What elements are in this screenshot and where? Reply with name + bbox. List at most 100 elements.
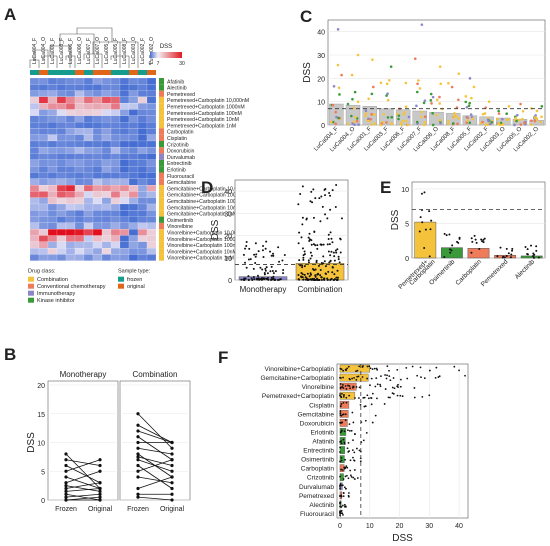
panel-d-point: [312, 216, 315, 219]
panel-b-point: [170, 492, 174, 496]
panel-d-point: [334, 249, 337, 252]
heatmap-cell: [38, 216, 49, 223]
panel-d-point: [310, 239, 313, 242]
heatmap-cell: [137, 166, 148, 173]
panel-c-point: [430, 102, 433, 105]
panel-d-point: [297, 203, 300, 206]
panel-c-point: [413, 57, 417, 60]
panel-b-pair-line: [65, 453, 101, 489]
panel-f-point: [339, 412, 342, 415]
panel-f-point: [401, 395, 404, 398]
panel-c-point: [367, 117, 370, 121]
heatmap-cell: [47, 216, 58, 223]
panel-f-ytick: Carboplatin: [301, 466, 335, 473]
heatmap-cell: [137, 77, 148, 85]
heatmap-cell: [119, 90, 130, 97]
panel-f-point: [358, 365, 361, 368]
panel-b-pair-line: [137, 476, 173, 489]
panel-f-point: [342, 478, 345, 480]
panel-d-point: [263, 271, 266, 274]
heatmap-cell: [83, 122, 94, 129]
panel-c-point: [385, 82, 389, 86]
panel-d-point: [336, 276, 339, 279]
panel-c-point: [468, 77, 472, 80]
panel-c-point: [423, 121, 427, 124]
panel-e-point: [533, 253, 536, 256]
heatmap-cell: [83, 185, 94, 192]
heatmap-cell: [56, 103, 67, 110]
panel-d-ytick: 40: [224, 189, 232, 196]
panel-d-point: [324, 272, 327, 275]
sample-type-cell: [84, 70, 93, 75]
heatmap-cell: [128, 178, 139, 186]
heatmap-cell: [110, 172, 121, 179]
drug-label: Alectinib: [167, 86, 187, 92]
panel-c-point: [515, 113, 519, 117]
panel-b-pair-line: [137, 496, 173, 501]
panel-b-xtick: Original: [160, 506, 185, 513]
heatmap-cell: [74, 254, 85, 261]
scale-tick-label: 0: [149, 61, 152, 67]
heatmap-cell: [56, 222, 67, 230]
sample-label: LuCa001_F: [50, 38, 56, 64]
panel-f-point: [342, 492, 345, 494]
heatmap-cell: [56, 134, 67, 142]
panel-d-point: [311, 201, 314, 204]
panel-label-e: E: [380, 178, 391, 197]
heatmap-cell: [101, 248, 112, 255]
panel-f-ytick: Gemcitabine+Carboplatin: [260, 375, 334, 382]
panel-d-point: [317, 264, 320, 267]
panel-f-point: [365, 431, 368, 434]
sample-label: LuCa006_O: [77, 37, 83, 64]
panel-d-point: [327, 238, 330, 241]
heatmap-cell: [128, 185, 139, 192]
scale-tick-label: 7: [157, 61, 160, 67]
heatmap-cell: [146, 140, 157, 148]
panel-d-point: [302, 256, 305, 259]
panel-e-point: [420, 192, 423, 195]
panel-f-point: [368, 365, 371, 368]
panel-c-ytick: 20: [317, 76, 325, 83]
panel-c-point: [431, 123, 435, 127]
panel-c-point: [469, 113, 473, 116]
heatmap-cell: [83, 248, 94, 255]
panel-f-point: [366, 377, 369, 380]
panel-e-point: [450, 249, 453, 252]
panel-d-point: [310, 243, 313, 246]
panel-d-point: [282, 272, 285, 275]
panel-f-point: [428, 394, 431, 397]
panel-f-point: [340, 459, 343, 462]
panel-f-point: [342, 495, 345, 497]
heatmap-cell: [128, 166, 139, 173]
heatmap-cell: [119, 191, 130, 198]
drug-class-cell: [159, 141, 164, 148]
panel-f-point: [399, 385, 402, 388]
panel-c-point: [340, 73, 343, 77]
panel-f-point: [340, 395, 342, 398]
heatmap-cell: [128, 241, 139, 249]
heatmap-cell: [119, 178, 130, 186]
panel-f-point: [343, 503, 346, 506]
panel-d-point: [306, 272, 309, 275]
heatmap-cell: [92, 90, 103, 97]
drug-class-cell: [159, 84, 164, 91]
panel-e-point: [457, 241, 460, 244]
panel-f-point: [349, 469, 352, 472]
panel-f-point: [358, 386, 361, 389]
panel-f-point: [348, 423, 351, 426]
panel-f-ytick: Vinorelbine+Carboplatin: [265, 366, 335, 373]
heatmap-cell: [74, 147, 85, 154]
panel-f-ytick: Crizotinib: [307, 475, 334, 482]
heatmap-cell: [110, 140, 121, 148]
panel-f-point: [339, 431, 342, 434]
drug-label: Vinorelbine+Carboplatin 1nM: [167, 256, 234, 262]
panel-d-point: [265, 240, 268, 243]
drug-label: Pemetrexed+Carboplatin 1000nM: [167, 105, 245, 111]
panel-f-point: [339, 494, 341, 497]
panel-b-point: [98, 463, 102, 468]
panel-f-point: [341, 386, 344, 389]
panel-b-pair-line: [65, 488, 101, 492]
panel-f-point: [364, 405, 367, 408]
panel-f-point: [371, 392, 374, 395]
panel-e-point: [470, 237, 473, 240]
